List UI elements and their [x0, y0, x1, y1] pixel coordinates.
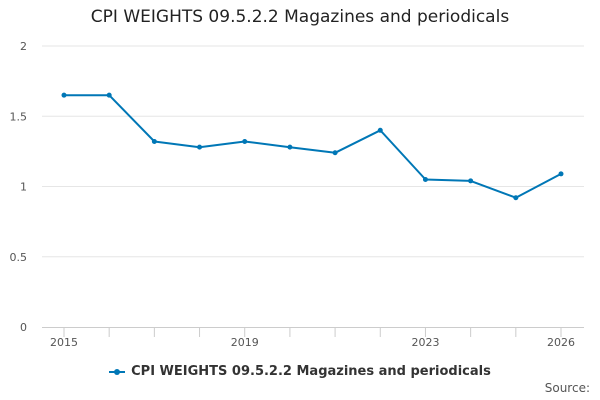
- data-point: [197, 144, 203, 150]
- x-axis: [42, 327, 584, 337]
- x-tick-label: 2015: [50, 336, 78, 349]
- data-point: [106, 92, 112, 98]
- x-tick-label: 2019: [231, 336, 259, 349]
- data-point: [422, 176, 428, 182]
- source-label: Source:: [544, 381, 590, 395]
- data-point: [468, 178, 474, 184]
- grid-lines: [42, 45, 584, 258]
- data-point: [242, 139, 248, 145]
- x-tick-label: 2026: [547, 336, 575, 349]
- data-point: [151, 139, 157, 145]
- legend[interactable]: CPI WEIGHTS 09.5.2.2 Magazines and perio…: [0, 364, 600, 379]
- y-axis-ticks: 0 0.5 1 1.5 2: [10, 40, 28, 334]
- data-point: [332, 150, 338, 156]
- y-tick-label: 0: [20, 321, 27, 334]
- data-point: [513, 195, 519, 201]
- data-point: [377, 127, 383, 133]
- data-point: [287, 144, 293, 150]
- legend-marker: [109, 368, 126, 375]
- chart-title: CPI WEIGHTS 09.5.2.2 Magazines and perio…: [90, 7, 510, 27]
- data-point: [558, 171, 564, 177]
- x-axis-ticks: 2015 2019 2023 2026: [50, 336, 575, 349]
- y-tick-label: 1: [20, 181, 27, 194]
- y-tick-label: 0.5: [10, 251, 28, 264]
- data-point: [61, 92, 67, 98]
- series-line: [64, 94, 562, 199]
- y-tick-label: 2: [20, 40, 27, 53]
- x-tick-label: 2023: [411, 336, 439, 349]
- legend-label: CPI WEIGHTS 09.5.2.2 Magazines and perio…: [131, 364, 491, 379]
- series-layer: [61, 92, 564, 201]
- y-tick-label: 1.5: [10, 110, 28, 123]
